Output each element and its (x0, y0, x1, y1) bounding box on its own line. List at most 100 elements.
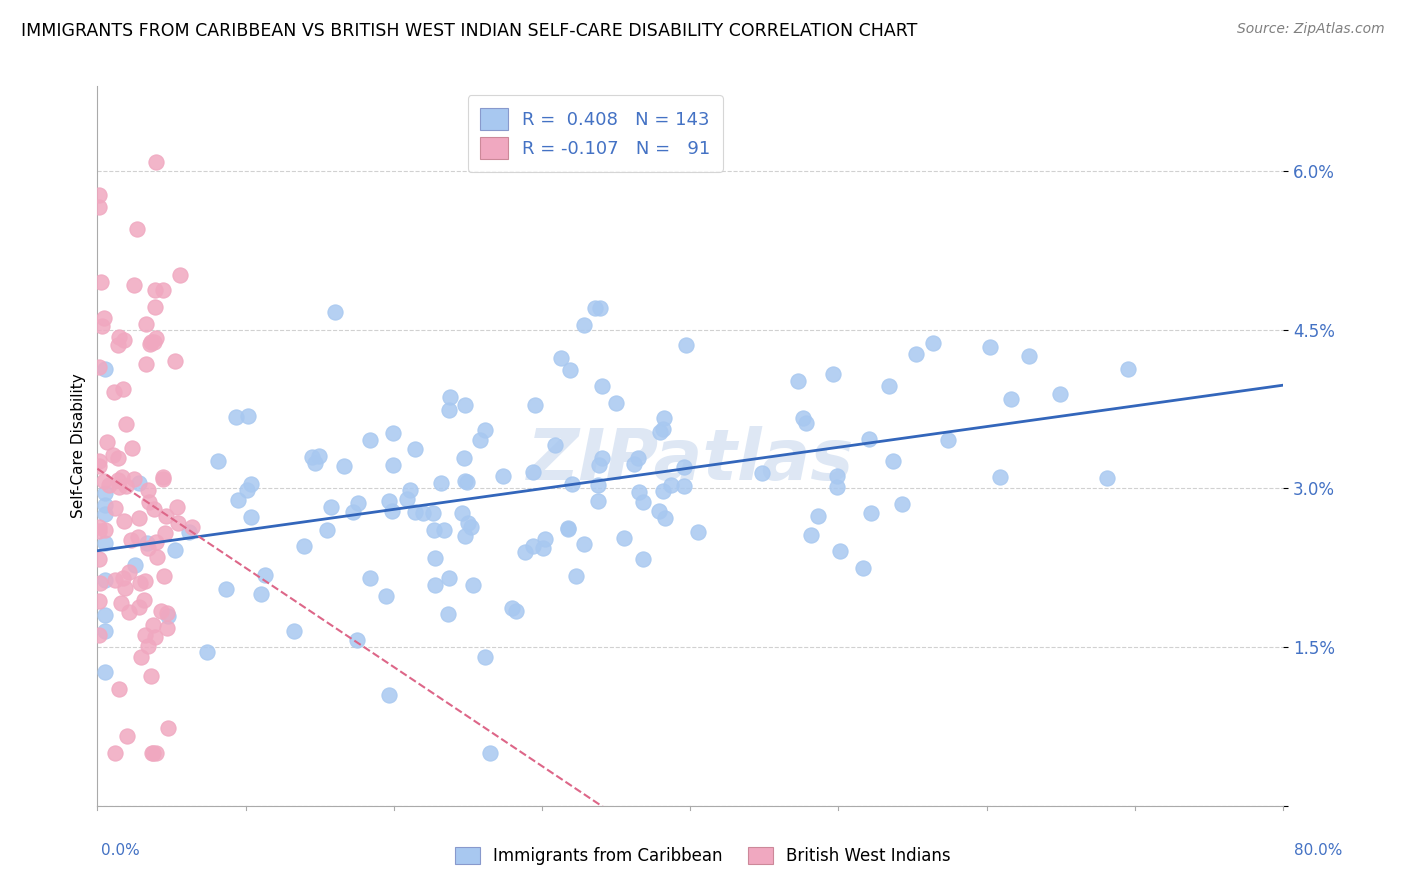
Point (195, 645, 218, 659)
Point (107, 480, 129, 494)
Point (118, 605, 141, 619)
Point (404, 505, 426, 519)
Point (226, 492, 249, 507)
Point (439, 390, 461, 404)
Point (143, 300, 166, 314)
Point (461, 578, 484, 592)
Point (121, 441, 143, 455)
Point (460, 520, 482, 534)
Point (225, 409, 247, 424)
Point (794, 416, 817, 430)
Point (94, 536, 117, 550)
Point (631, 494, 654, 508)
Point (474, 423, 496, 437)
Text: IMMIGRANTS FROM CARIBBEAN VS BRITISH WEST INDIAN SELF-CARE DISABILITY CORRELATIO: IMMIGRANTS FROM CARIBBEAN VS BRITISH WES… (21, 22, 918, 40)
Point (152, 472, 174, 486)
Point (115, 417, 138, 431)
Point (129, 650, 152, 665)
Point (250, 587, 273, 601)
Point (399, 483, 422, 498)
Point (87, 524, 110, 538)
Point (103, 385, 125, 400)
Point (439, 571, 461, 585)
Point (675, 338, 697, 352)
Point (135, 317, 157, 331)
Point (439, 403, 461, 417)
Point (858, 432, 880, 446)
Point (396, 492, 419, 507)
Point (751, 466, 773, 480)
Point (156, 608, 179, 623)
Point (422, 523, 444, 537)
Point (169, 268, 191, 282)
Point (800, 527, 823, 541)
Point (128, 511, 150, 525)
Point (136, 541, 159, 555)
Point (134, 593, 156, 607)
Point (412, 506, 434, 520)
Point (139, 668, 162, 682)
Point (87, 551, 110, 566)
Point (425, 578, 447, 592)
Point (1018, 350, 1040, 364)
Point (104, 574, 127, 588)
Point (156, 607, 179, 621)
Point (152, 283, 174, 297)
Point (87, 359, 110, 374)
Point (792, 411, 814, 425)
Point (112, 382, 135, 396)
Point (145, 330, 167, 344)
Point (673, 478, 696, 492)
Point (359, 571, 381, 585)
Point (145, 155, 167, 169)
Point (430, 476, 453, 491)
Point (136, 483, 159, 497)
Point (404, 442, 426, 456)
Point (654, 510, 676, 524)
Point (333, 458, 356, 473)
Point (612, 531, 634, 545)
Point (238, 409, 260, 423)
Point (134, 574, 156, 589)
Legend: R =  0.408   N = 143, R = -0.107   N =   91: R = 0.408 N = 143, R = -0.107 N = 91 (468, 95, 723, 172)
Point (96, 435, 118, 450)
Point (236, 483, 259, 497)
Point (550, 351, 572, 365)
Point (136, 639, 159, 653)
Point (94, 486, 117, 500)
Point (153, 569, 176, 583)
Point (574, 537, 596, 551)
Point (574, 318, 596, 333)
Point (821, 367, 844, 381)
Point (87, 520, 110, 534)
Point (382, 426, 405, 441)
Point (652, 411, 675, 425)
Point (1116, 362, 1139, 376)
Point (591, 450, 613, 465)
Point (316, 523, 339, 537)
Point (112, 333, 135, 347)
Point (454, 474, 477, 488)
Point (433, 523, 456, 537)
Point (381, 458, 404, 472)
Point (283, 624, 305, 638)
Point (807, 509, 830, 524)
Point (114, 479, 136, 493)
Point (589, 301, 612, 316)
Point (156, 721, 179, 735)
Point (142, 617, 165, 632)
Point (145, 746, 167, 760)
Point (98, 478, 121, 492)
Point (118, 565, 141, 579)
Point (94, 523, 117, 537)
Point (450, 506, 472, 520)
Point (457, 516, 479, 530)
Point (87, 187, 110, 202)
Point (648, 425, 671, 439)
Point (128, 600, 150, 615)
Point (523, 397, 546, 411)
Point (531, 541, 554, 555)
Point (787, 374, 810, 388)
Point (828, 544, 851, 558)
Point (107, 338, 129, 352)
